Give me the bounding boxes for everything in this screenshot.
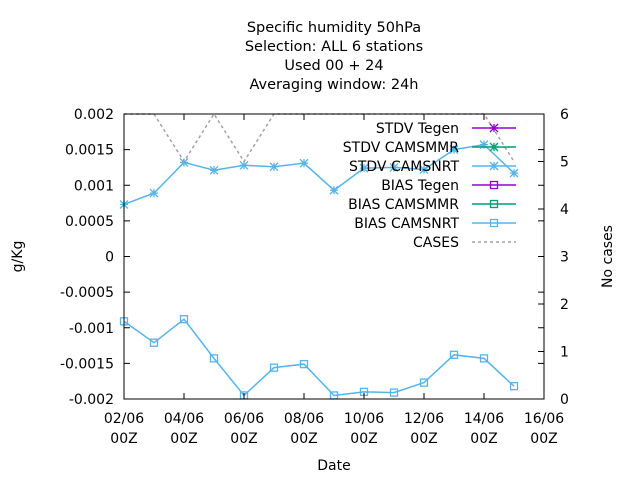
- data-point: [299, 158, 309, 168]
- legend-marker: [489, 199, 499, 209]
- y2-tick-label: 3: [560, 250, 569, 266]
- y-tick-label: 0.0015: [65, 143, 114, 159]
- data-point: [149, 338, 159, 347]
- series-line: [123, 143, 515, 206]
- series-line: [123, 318, 515, 397]
- y-tick-label: -0.0005: [60, 285, 114, 301]
- data-point: [269, 162, 279, 172]
- y2-tick-label: 2: [560, 297, 569, 313]
- data-point: [149, 188, 159, 198]
- chart-title-line: Averaging window: 24h: [249, 77, 418, 93]
- legend-label: BIAS CAMSMMR: [348, 197, 459, 213]
- chart-title-line: Selection: ALL 6 stations: [245, 39, 423, 55]
- y2-axis-label: No cases: [600, 225, 616, 288]
- legend-marker: [489, 218, 499, 228]
- chart-title-line: Specific humidity 50hPa: [247, 20, 421, 36]
- x-tick-label: 16/06: [524, 411, 564, 427]
- y-tick-label: 0.001: [74, 178, 114, 194]
- y2-tick-label: 0: [560, 392, 569, 408]
- data-point: [449, 145, 459, 155]
- x-tick-label-time: 00Z: [470, 431, 497, 447]
- x-tick-label: 10/06: [344, 411, 384, 427]
- data-point: [269, 363, 279, 372]
- y2-tick-label: 6: [560, 107, 569, 123]
- y-tick-label: 0.0005: [65, 214, 114, 230]
- y-axis-ticks: 0.002 0.0015 0.001 0.0005 0 -0.0005 -0.001 -0.0…: [60, 107, 544, 408]
- x-tick-label-time: 00Z: [170, 431, 197, 447]
- x-tick-label-time: 00Z: [110, 431, 137, 447]
- y-axis-label: g/Kg: [10, 241, 26, 273]
- x-tick-label-time: 00Z: [530, 431, 557, 447]
- data-point: [329, 185, 339, 195]
- chart-legend: STDV Tegen STDV CAMSMMR STDV CAMSNRT BIAS T…: [343, 121, 516, 251]
- y-tick-label: 0: [105, 250, 114, 266]
- data-point: [209, 354, 219, 363]
- data-point: [479, 354, 489, 363]
- y-tick-label: -0.0015: [60, 356, 114, 372]
- x-tick-label: 08/06: [284, 411, 324, 427]
- x-tick-label: 02/06: [104, 411, 144, 427]
- x-axis-ticks: 02/06 00Z 04/06 00Z 06/06 00Z 08/06 00Z 10/06 00Z…: [104, 114, 564, 447]
- legend-label: CASES: [413, 235, 459, 251]
- x-tick-label: 14/06: [464, 411, 504, 427]
- legend-label: STDV Tegen: [376, 121, 459, 137]
- data-point: [299, 359, 309, 369]
- x-tick-label-time: 00Z: [230, 431, 257, 447]
- legend-label: STDV CAMSMMR: [343, 140, 459, 156]
- legend-label: STDV CAMSNRT: [349, 159, 460, 175]
- data-point: [239, 160, 249, 170]
- x-tick-label: 06/06: [224, 411, 264, 427]
- x-axis-label: Date: [317, 458, 350, 474]
- legend-marker: [489, 161, 499, 171]
- legend-marker: [489, 123, 499, 133]
- data-point: [389, 388, 399, 397]
- data-point: [479, 140, 489, 150]
- x-tick-label-time: 00Z: [290, 431, 317, 447]
- y-tick-label: -0.002: [69, 392, 114, 408]
- legend-marker: [489, 180, 499, 190]
- legend-label: BIAS CAMSNRT: [354, 216, 459, 232]
- data-point: [419, 378, 429, 387]
- data-point: [509, 382, 519, 391]
- x-tick-label-time: 00Z: [350, 431, 377, 447]
- x-tick-label: 04/06: [164, 411, 204, 427]
- series-bias-camsnrt: [119, 315, 519, 400]
- data-point: [449, 350, 459, 359]
- chart-title: Specific humidity 50hPa Selection: ALL 6 …: [245, 20, 423, 93]
- data-point: [389, 162, 399, 172]
- x-tick-label-time: 00Z: [410, 431, 437, 447]
- data-point: [209, 165, 219, 175]
- legend-marker: [489, 142, 499, 152]
- series-stdv-camsnrt: [119, 140, 519, 209]
- y-tick-label: 0.002: [74, 107, 114, 123]
- data-point: [509, 168, 519, 178]
- chart-series-layer: [119, 112, 519, 400]
- x-tick-label: 12/06: [404, 411, 444, 427]
- y2-tick-label: 5: [560, 155, 569, 171]
- y2-tick-label: 4: [560, 202, 569, 218]
- legend-label: BIAS Tegen: [381, 178, 459, 194]
- data-point: [419, 165, 429, 175]
- chart-title-line: Used 00 + 24: [284, 58, 383, 74]
- y2-tick-label: 1: [560, 345, 569, 361]
- y2-axis-ticks: 6 5 4 3 2 1 0: [538, 107, 569, 408]
- y-tick-label: -0.001: [69, 321, 114, 337]
- data-point: [179, 315, 189, 324]
- data-point: [359, 163, 369, 173]
